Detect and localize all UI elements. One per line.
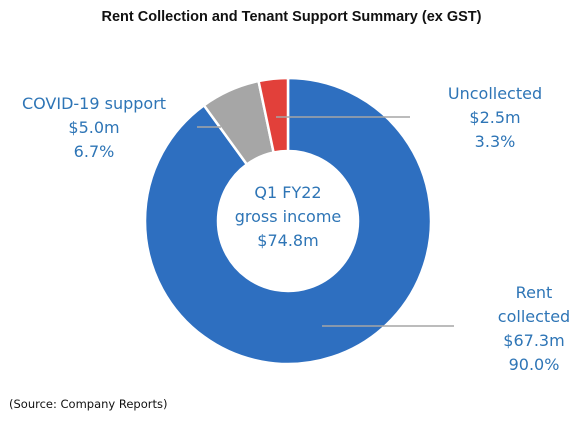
slice-name-uncollected: Uncollected — [448, 84, 542, 103]
chart-title: Rent Collection and Tenant Support Summa… — [101, 9, 482, 25]
slice-percent-covid: 6.7% — [74, 142, 115, 161]
slice-labels: Rent collected $67.3m 90.0% COVID-19 support… — [22, 84, 570, 374]
leader-lines — [197, 116, 454, 327]
slice-label-uncollected: Uncollected $2.5m 3.3% — [448, 84, 542, 151]
slice-name-covid: COVID-19 support — [22, 94, 166, 113]
slice-amount-uncollected: $2.5m — [469, 108, 520, 127]
center-text-line: Q1 FY22 — [254, 183, 321, 202]
slice-label-covid: COVID-19 support $5.0m 6.7% — [22, 94, 166, 161]
slice-label-rent: Rent collected $67.3m 90.0% — [498, 283, 570, 374]
slice-amount-covid: $5.0m — [68, 118, 119, 137]
center-text-line: $74.8m — [257, 231, 318, 250]
slice-percent-rent: 90.0% — [509, 355, 560, 374]
donut-slice-uncollected — [257, 76, 290, 154]
slice-percent-uncollected: 3.3% — [475, 132, 516, 151]
slice-amount-rent: $67.3m — [503, 331, 564, 350]
slice-name-rent: collected — [498, 307, 570, 326]
center-label: Q1 FY22 gross income $74.8m — [235, 183, 342, 250]
source-note: (Source: Company Reports) — [9, 397, 168, 411]
center-text: Q1 FY22 gross income $74.8m — [235, 183, 342, 250]
center-text-line: gross income — [235, 207, 342, 226]
slice-name-rent: Rent — [516, 283, 553, 302]
donut-slice-rent — [143, 76, 433, 366]
donut-slices — [143, 76, 433, 366]
